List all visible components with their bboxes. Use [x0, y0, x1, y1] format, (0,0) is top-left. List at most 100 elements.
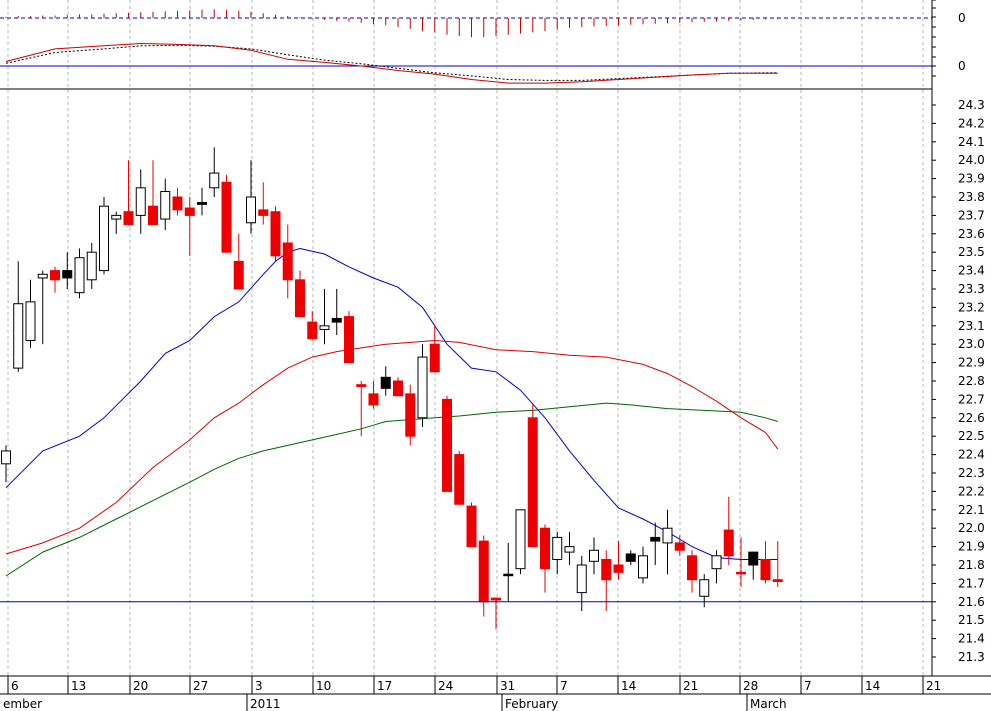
price-tick-label: 23.8 [958, 190, 985, 204]
day-tick-label: 14 [621, 679, 636, 693]
price-tick-label: 22.1 [958, 503, 985, 517]
candle [99, 197, 109, 275]
candle-body [540, 527, 550, 570]
candle-body [295, 279, 305, 318]
day-tick-label: 13 [71, 679, 86, 693]
candlesticks [1, 147, 783, 630]
day-tick-label: 7 [804, 679, 812, 693]
candle [760, 541, 771, 584]
candle [368, 381, 379, 409]
candle-body [515, 509, 526, 570]
candle [429, 325, 440, 373]
candle-body [123, 211, 134, 226]
candle-body [760, 558, 771, 581]
price-tick-label: 21.7 [958, 576, 985, 590]
day-tick-label: 14 [865, 679, 880, 693]
price-tick-label: 21.3 [958, 650, 985, 664]
candle-body [258, 209, 269, 216]
price-tick-label: 22.5 [958, 429, 985, 443]
candle-body [723, 529, 734, 557]
candle [527, 403, 538, 548]
candle-body [576, 564, 587, 594]
candle [503, 542, 514, 602]
candle [160, 178, 171, 231]
period-label: ember [3, 697, 42, 711]
price-tick-label: 24.1 [958, 135, 985, 149]
candle-body [111, 214, 122, 220]
candle [209, 147, 220, 197]
candle-body [344, 316, 354, 364]
price-tick-label: 21.9 [958, 540, 985, 554]
moving-average-1 [5, 339, 779, 555]
candle [613, 541, 624, 580]
candle [25, 279, 36, 348]
indicator-panel [0, 9, 932, 84]
candle-body [613, 564, 624, 573]
candle [393, 377, 403, 397]
candle-body [319, 325, 330, 330]
candle-body [209, 172, 220, 189]
price-tick-label: 23.5 [958, 245, 985, 259]
price-tick-label: 22.4 [958, 448, 985, 462]
candle-body [331, 317, 342, 323]
candle [380, 366, 391, 396]
candle [466, 502, 477, 548]
candle-body [393, 380, 403, 397]
candle-body [662, 527, 673, 544]
candle [37, 270, 48, 345]
candle [723, 496, 734, 565]
price-tick-label: 22.0 [958, 521, 985, 535]
price-tick-label: 21.4 [958, 632, 985, 646]
price-tick-label: 23.4 [958, 264, 985, 278]
candle [307, 311, 318, 341]
day-tick-label: 17 [377, 679, 392, 693]
candle-body [1, 450, 11, 465]
candle-body [429, 343, 440, 373]
candle-body [184, 207, 195, 216]
price-tick-label: 22.3 [958, 466, 985, 480]
candle [687, 550, 697, 593]
candle [86, 243, 97, 289]
candle [282, 224, 293, 299]
candle [356, 381, 367, 437]
candle [50, 266, 60, 293]
moving-average-lines [5, 247, 779, 577]
price-tick-label: 22.2 [958, 484, 985, 498]
price-tick-label: 23.2 [958, 300, 985, 314]
candle-body [736, 571, 746, 575]
price-tick-label: 23.0 [958, 337, 985, 351]
candle-body [86, 251, 97, 281]
price-tick-label: 22.7 [958, 392, 985, 406]
price-tick-label: 22.9 [958, 356, 985, 370]
price-tick-label: 24.3 [958, 98, 985, 112]
candle-body [13, 303, 24, 369]
price-tick-label: 22.8 [958, 374, 985, 388]
candle-body [564, 546, 575, 553]
indicator-tick-label: 0 [958, 59, 966, 73]
candle [650, 522, 661, 565]
period-label: March [750, 697, 787, 711]
day-tick-label: 24 [438, 679, 453, 693]
candle [674, 535, 685, 556]
day-tick-label: 6 [11, 679, 19, 693]
day-tick-label: 3 [255, 679, 263, 693]
macd-signal-line [5, 44, 778, 81]
candle [233, 233, 244, 290]
candle-body [552, 536, 563, 560]
day-tick-label: 21 [926, 679, 941, 693]
candle-body [491, 597, 501, 601]
candle-body [37, 273, 48, 279]
period-label: February [505, 697, 558, 711]
candle-body [405, 393, 416, 437]
candle [601, 550, 612, 611]
candle-body [625, 553, 636, 562]
candle [258, 182, 269, 225]
price-tick-label: 23.7 [958, 208, 985, 222]
candle [711, 550, 722, 584]
candle [515, 509, 526, 575]
candle-body [25, 301, 36, 342]
candle-body [135, 187, 146, 216]
candle [172, 187, 183, 216]
